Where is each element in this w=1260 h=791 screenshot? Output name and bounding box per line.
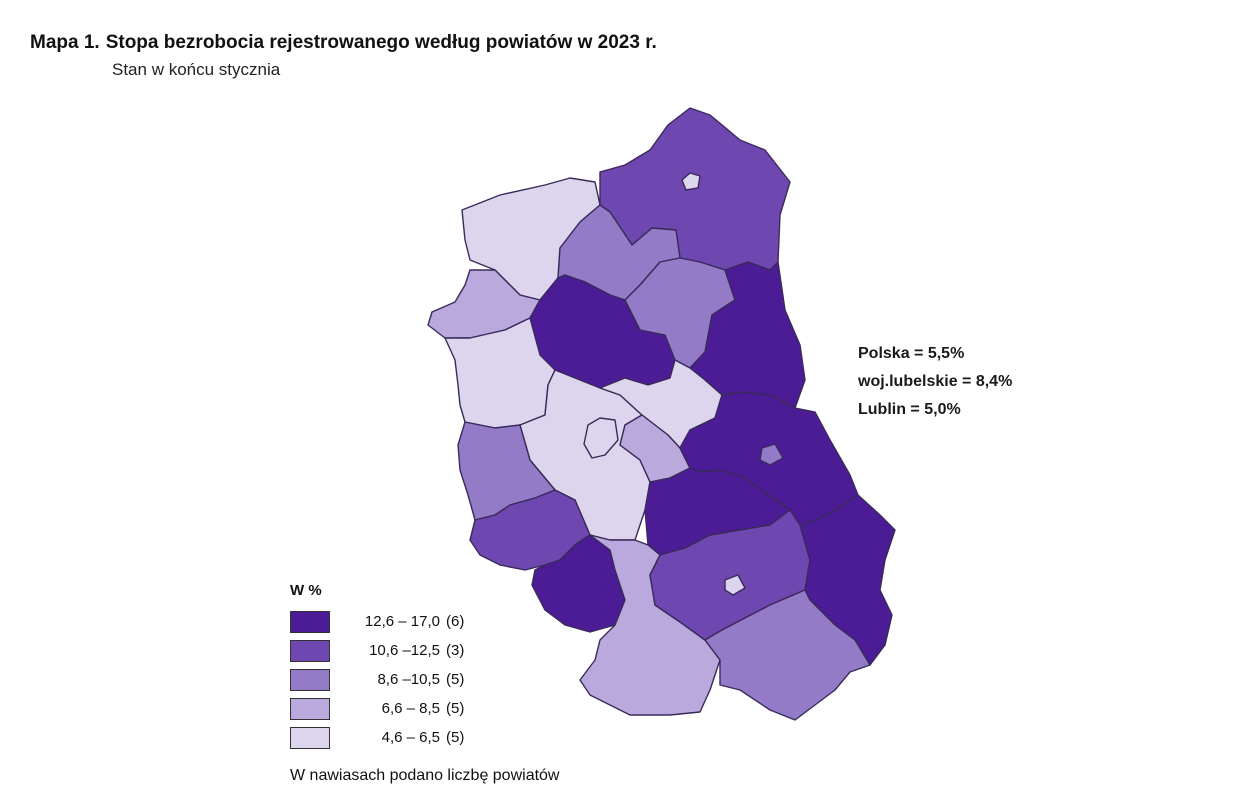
legend-title: W %: [290, 582, 322, 599]
map-subtitle: Stan w końcu stycznia: [112, 60, 281, 79]
map-title-text: Stopa bezrobocia rejestrowanego według p…: [105, 32, 657, 53]
map-legend: W % 12,6 – 17,0 (6) 10,6 –12,5 (3) 8,6 –…: [290, 582, 464, 752]
summary-stats: Polska = 5,5% woj.lubelskie = 8,4% Lubli…: [858, 340, 1012, 424]
district-southeast: [704, 589, 871, 721]
legend-count: (5): [446, 729, 465, 746]
legend-range: 6,6 – 8,5: [381, 700, 440, 717]
map-number: Mapa 1.: [30, 32, 100, 53]
stat-poland: Polska = 5,5%: [858, 345, 965, 362]
legend-swatch: [290, 610, 330, 633]
legend-count: (5): [446, 671, 465, 688]
stat-lublin: Lublin = 5,0%: [858, 401, 961, 418]
legend-count: (3): [446, 642, 465, 659]
legend-row: 12,6 – 17,0 (6): [290, 607, 464, 636]
district-lublin-city: [583, 417, 619, 459]
stat-voivodeship: woj.lubelskie = 8,4%: [858, 373, 1013, 390]
legend-range: 10,6 –12,5: [369, 642, 440, 659]
district-zamosc-city: [724, 574, 746, 596]
legend-row: 6,6 – 8,5 (5): [290, 694, 464, 723]
district-east-city: [759, 443, 784, 466]
legend-count: (6): [446, 613, 465, 630]
legend-swatch: [290, 726, 330, 749]
legend-note: W nawiasach podano liczbę powiatów: [290, 767, 560, 784]
district-south-large: [579, 534, 721, 716]
legend-swatch: [290, 668, 330, 691]
district-biala-city: [681, 172, 701, 191]
legend-range: 4,6 – 6,5: [381, 729, 440, 746]
legend-row: 10,6 –12,5 (3): [290, 636, 464, 665]
legend-count: (5): [446, 700, 465, 717]
legend-swatch: [290, 697, 330, 720]
legend-row: 4,6 – 6,5 (5): [290, 723, 464, 752]
legend-range: 12,6 – 17,0: [364, 613, 440, 630]
legend-swatch: [290, 639, 330, 662]
map-title: Mapa 1. Stopa bezrobocia rejestrowanego w…: [30, 32, 657, 54]
legend-row: 8,6 –10,5 (5): [290, 665, 464, 694]
legend-range: 8,6 –10,5: [377, 671, 440, 688]
